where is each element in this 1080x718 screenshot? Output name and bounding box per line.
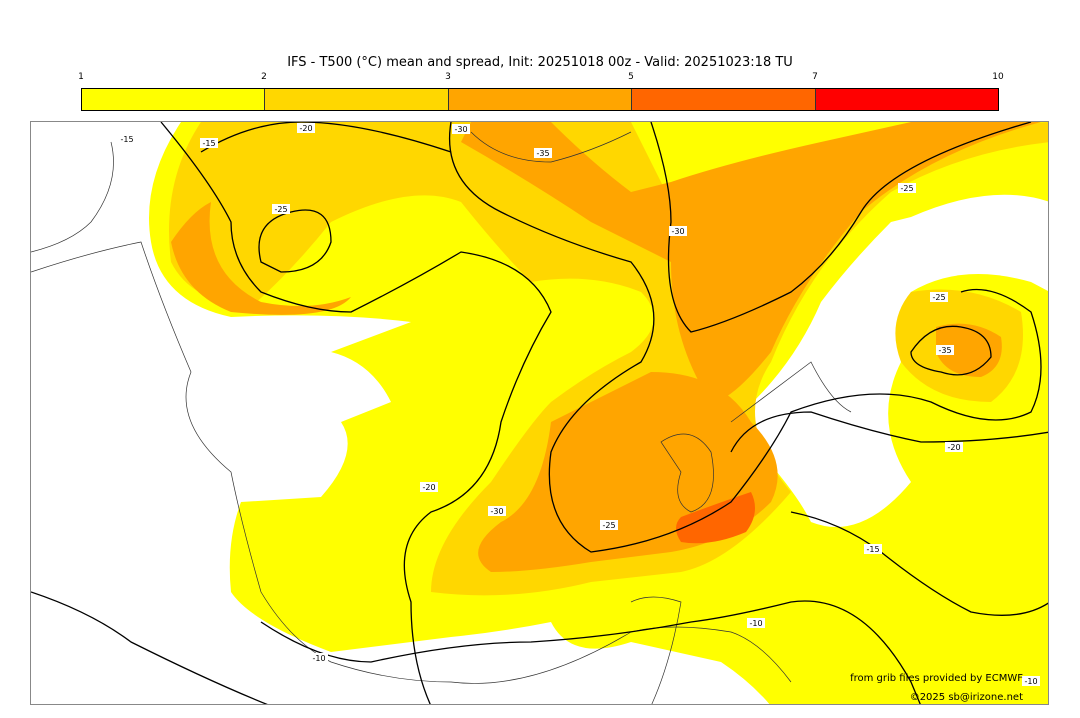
contour-label: -10 bbox=[749, 619, 762, 628]
spread-shading bbox=[149, 122, 1048, 704]
source-credit: from grib files provided by ECMWF bbox=[850, 673, 1023, 684]
legend-tick: 5 bbox=[628, 72, 634, 82]
contour-label: -30 bbox=[671, 227, 684, 236]
contour-label: -25 bbox=[274, 205, 287, 214]
legend-tick: 3 bbox=[445, 72, 451, 82]
contour-label: -10 bbox=[312, 654, 325, 663]
legend-swatch bbox=[448, 89, 633, 110]
contour-label: -30 bbox=[454, 125, 467, 134]
legend-tick: 1 bbox=[78, 72, 84, 82]
legend-tick: 10 bbox=[992, 72, 1004, 82]
contour-label: -25 bbox=[602, 521, 615, 530]
contour-label: -20 bbox=[299, 124, 312, 133]
contour-label: -15 bbox=[120, 135, 133, 144]
legend-tick: 2 bbox=[261, 72, 267, 82]
spread-3-5 bbox=[461, 122, 1041, 402]
color-legend bbox=[81, 88, 999, 111]
contour-label: -35 bbox=[938, 346, 951, 355]
spread-5-7 bbox=[676, 492, 755, 544]
contour-label: -30 bbox=[490, 507, 503, 516]
contour-label: -15 bbox=[202, 139, 215, 148]
contour-label: -20 bbox=[422, 483, 435, 492]
copyright-credit: ©2025 sb@irizone.net bbox=[909, 692, 1023, 703]
spread-map: -15 -20 -25 -30 -35 -30 -25 -20 -25 -15 … bbox=[30, 121, 1049, 705]
map-title: IFS - T500 (°C) mean and spread, Init: 2… bbox=[287, 55, 793, 70]
legend-swatch bbox=[815, 89, 999, 110]
contour-label: -25 bbox=[932, 293, 945, 302]
contour-labels: -15 -20 -25 -30 -35 -30 -25 -20 -25 -15 … bbox=[118, 123, 1040, 686]
contour-label: -10 bbox=[1024, 677, 1037, 686]
legend-tick: 7 bbox=[812, 72, 818, 82]
contour-label: -15 bbox=[866, 545, 879, 554]
contour-label: -20 bbox=[947, 443, 960, 452]
contour-label: -25 bbox=[900, 184, 913, 193]
temperature-contours bbox=[31, 122, 1048, 704]
legend-swatch bbox=[265, 89, 449, 110]
contour-label: -35 bbox=[536, 149, 549, 158]
legend-swatch bbox=[82, 89, 266, 110]
legend-swatch bbox=[632, 89, 816, 110]
